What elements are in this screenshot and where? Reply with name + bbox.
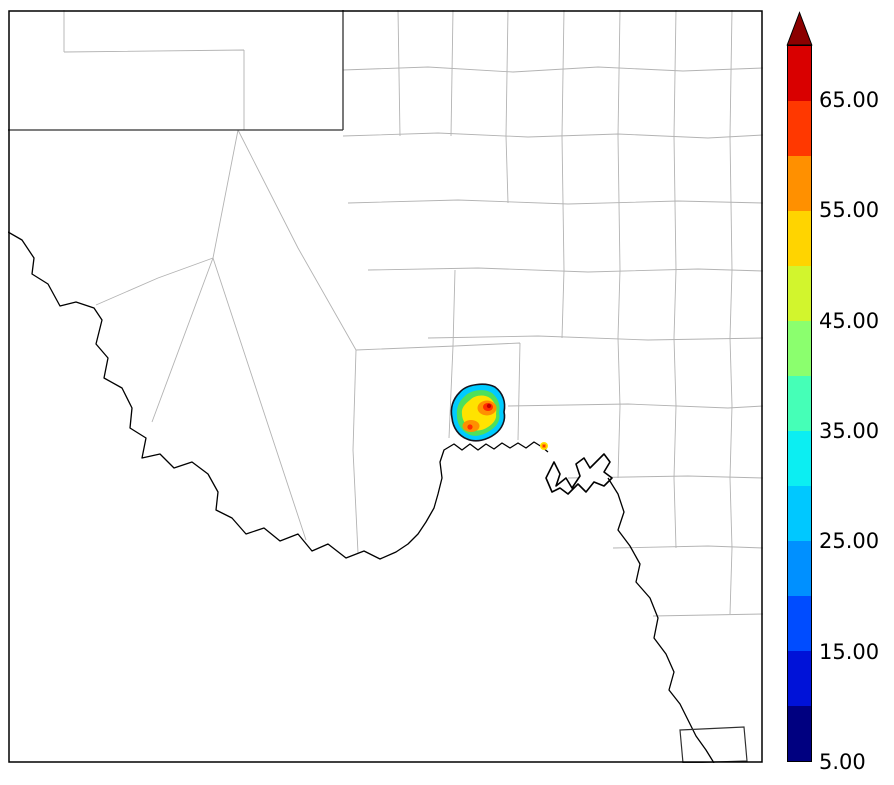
county-lines-west bbox=[95, 129, 521, 554]
map-background bbox=[8, 10, 763, 763]
county-lines-horizontal bbox=[342, 66, 763, 617]
colorbar-segment bbox=[788, 46, 811, 101]
colorbar-segment bbox=[788, 486, 811, 541]
colorbar-segment bbox=[788, 541, 811, 596]
colorbar-segments bbox=[788, 46, 811, 761]
colorbar-segment bbox=[788, 211, 811, 266]
colorbar-segment bbox=[788, 101, 811, 156]
echo-dark-red-core bbox=[486, 403, 492, 409]
colorbar-segment bbox=[788, 156, 811, 211]
colorbar-segment bbox=[788, 431, 811, 486]
county-lines-vertical bbox=[397, 10, 733, 615]
lake-outline bbox=[545, 453, 613, 495]
map-svg bbox=[8, 10, 763, 763]
colorbar-segment bbox=[788, 706, 811, 761]
colorbar-arrow-triangle bbox=[786, 11, 813, 46]
colorbar-tick-label: 35.00 bbox=[819, 419, 880, 444]
map-frame bbox=[8, 10, 763, 763]
colorbar-tick-label: 25.00 bbox=[819, 529, 880, 554]
echo-red-lower bbox=[467, 424, 473, 430]
state-border bbox=[8, 10, 344, 131]
border-river-lower bbox=[607, 477, 715, 763]
bottom-right-boundary-box bbox=[679, 726, 748, 763]
colorbar-segment bbox=[788, 651, 811, 706]
colorbar-tick-label: 45.00 bbox=[819, 308, 880, 333]
radar-echo bbox=[450, 383, 506, 442]
colorbar-tick-label: 15.00 bbox=[819, 639, 880, 664]
colorbar-segment bbox=[788, 376, 811, 431]
colorbar-tick-label: 55.00 bbox=[819, 198, 880, 223]
colorbar-tick-label: 5.00 bbox=[819, 750, 866, 774]
map-panel bbox=[8, 10, 763, 763]
colorbar-segment bbox=[788, 321, 811, 376]
radar-echo-speck bbox=[540, 442, 548, 450]
border-river-upper bbox=[8, 231, 549, 560]
colorbar bbox=[787, 45, 812, 762]
speck-red bbox=[542, 444, 546, 448]
colorbar-tick-label: 65.00 bbox=[819, 88, 880, 113]
colorbar-segment bbox=[788, 266, 811, 321]
colorbar-arrow bbox=[786, 11, 813, 46]
colorbar-segment bbox=[788, 596, 811, 651]
state-box-county-lines bbox=[63, 10, 245, 130]
